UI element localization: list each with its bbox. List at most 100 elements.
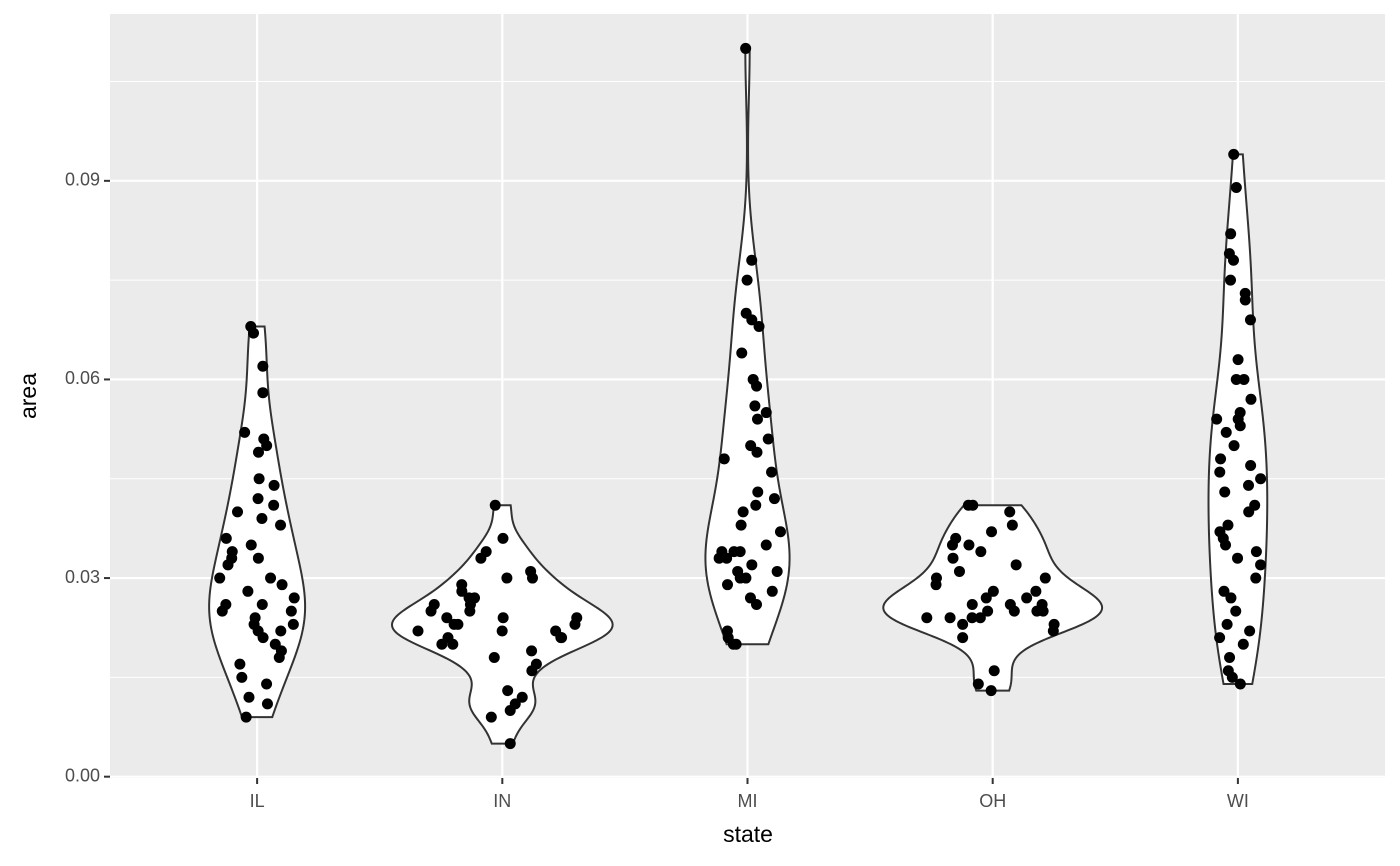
point [1225, 592, 1237, 604]
point [1250, 572, 1262, 584]
point [972, 678, 984, 690]
y-tick-label: 0.03 [65, 567, 100, 587]
point [216, 605, 228, 617]
x-axis-title: state [723, 821, 773, 847]
point [1211, 413, 1223, 425]
point [1230, 605, 1242, 617]
point [245, 539, 257, 551]
point [737, 506, 749, 518]
point [957, 632, 969, 644]
y-axis-title: area [15, 373, 41, 419]
point [268, 499, 280, 511]
x-tick-label: OH [979, 791, 1006, 811]
point [1214, 466, 1226, 478]
point [762, 433, 774, 445]
point [1232, 552, 1244, 564]
point [232, 506, 244, 518]
point [1004, 506, 1016, 518]
point [257, 632, 269, 644]
point [1232, 354, 1244, 366]
point [771, 565, 783, 577]
point [275, 625, 287, 637]
point [220, 532, 232, 544]
x-tick-label: MI [738, 791, 758, 811]
x-tick-label: IN [493, 791, 511, 811]
point [1245, 460, 1257, 472]
point [464, 605, 476, 617]
point [988, 665, 1000, 677]
point [1255, 559, 1267, 571]
point [261, 678, 273, 690]
point [1219, 486, 1231, 498]
point [287, 618, 299, 630]
point [239, 426, 251, 438]
point [441, 612, 453, 624]
point [252, 446, 264, 458]
point [766, 585, 778, 597]
point [242, 585, 254, 597]
point [1234, 420, 1246, 432]
point [1218, 585, 1230, 597]
point [718, 453, 730, 465]
point [946, 539, 958, 551]
point [252, 552, 264, 564]
point [276, 579, 288, 591]
point [502, 685, 514, 697]
point [496, 625, 508, 637]
point [1225, 274, 1237, 286]
point [1244, 314, 1256, 326]
point [766, 466, 778, 478]
point [526, 645, 538, 657]
point [501, 572, 513, 584]
point [1237, 638, 1249, 650]
point [746, 559, 758, 571]
point [234, 658, 246, 670]
point [1222, 519, 1234, 531]
point [257, 387, 269, 399]
point [921, 612, 933, 624]
point [752, 486, 764, 498]
point [452, 618, 464, 630]
point [1047, 625, 1059, 637]
point [265, 572, 277, 584]
x-tick-label: WI [1227, 791, 1249, 811]
point [475, 552, 487, 564]
point [412, 625, 424, 637]
point [768, 493, 780, 505]
point [497, 612, 509, 624]
point [436, 638, 448, 650]
point [734, 546, 746, 558]
point [741, 274, 753, 286]
point [1228, 148, 1240, 160]
marks [208, 42, 1269, 750]
point [966, 599, 978, 611]
point [1006, 519, 1018, 531]
point [740, 42, 752, 54]
point [1255, 473, 1267, 485]
point [1230, 373, 1242, 385]
point [489, 499, 501, 511]
point [1037, 605, 1049, 617]
point [746, 314, 758, 326]
point [753, 320, 765, 332]
point [288, 592, 300, 604]
point [236, 671, 248, 683]
point [1220, 539, 1232, 551]
point [982, 605, 994, 617]
point [1225, 228, 1237, 240]
point [253, 473, 265, 485]
point [504, 738, 516, 750]
point [1243, 506, 1255, 518]
point [516, 691, 528, 703]
point [947, 552, 959, 564]
point [243, 691, 255, 703]
point [447, 638, 459, 650]
point [722, 579, 734, 591]
point [751, 380, 763, 392]
point [1030, 585, 1042, 597]
point [750, 499, 762, 511]
point [488, 652, 500, 664]
point [760, 539, 772, 551]
point [1221, 618, 1233, 630]
y-tick-label: 0.09 [65, 170, 100, 190]
